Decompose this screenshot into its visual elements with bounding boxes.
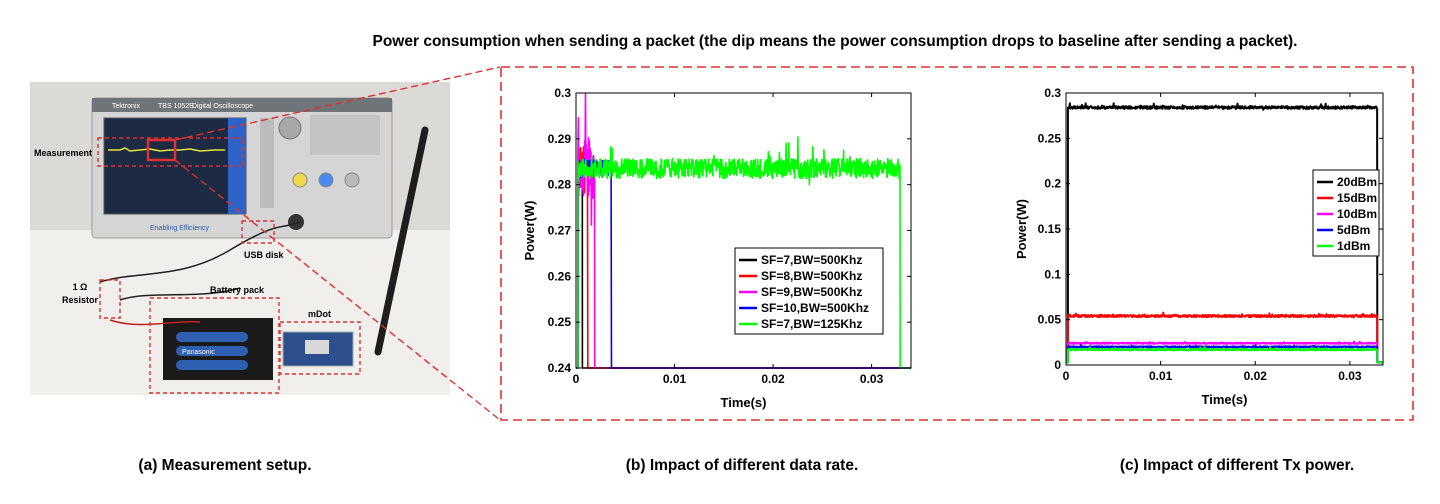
scope-probe-connector bbox=[288, 214, 304, 230]
y-tick-label: 0.1 bbox=[1044, 267, 1061, 281]
scope-button-column bbox=[260, 118, 274, 208]
caption-a: (a) Measurement setup. bbox=[138, 457, 311, 474]
legend-label: 20dBm bbox=[1337, 175, 1377, 189]
y-tick-label: 0.28 bbox=[548, 178, 572, 192]
zoom-connector-top bbox=[174, 66, 501, 141]
probe-wire bbox=[109, 319, 201, 326]
legend-label: 15dBm bbox=[1337, 191, 1377, 205]
scope-model: TBS 1052B bbox=[158, 103, 194, 110]
legend-label: 1dBm bbox=[1337, 239, 1370, 253]
legend-label: SF=8,BW=500Khz bbox=[761, 269, 862, 283]
series-line-1dBm bbox=[1066, 346, 1383, 364]
figure-title: Power consumption when sending a packet … bbox=[373, 33, 1298, 50]
x-axis-label: Time(s) bbox=[1202, 392, 1248, 407]
y-tick-label: 0.25 bbox=[548, 315, 572, 329]
x-axis-label: Time(s) bbox=[721, 395, 767, 410]
y-tick-label: 0.26 bbox=[548, 269, 572, 283]
y-axis-label: Power(W) bbox=[1014, 199, 1029, 259]
usb-disk-label: USB disk bbox=[244, 250, 285, 260]
scope-knob bbox=[278, 116, 302, 140]
chart-data-rate: 0 0.01 0.02 0.03 0.24 0.25 0.26 0.27 0.28 0.29 0.3… bbox=[522, 86, 912, 410]
series-line-SF=7,BW=125Khz bbox=[576, 136, 911, 369]
antenna bbox=[374, 126, 429, 356]
resistor-label: 1 Ω bbox=[73, 282, 88, 292]
x-tick-label: 0 bbox=[573, 372, 580, 386]
y-tick-label: 0.25 bbox=[1038, 131, 1062, 145]
legend-box bbox=[734, 247, 884, 335]
battery-brand: Panasonic bbox=[182, 349, 215, 356]
legend: 20dBm 15dBm 10dBm 5dBm 1dBm bbox=[1312, 169, 1380, 257]
legend-label: 10dBm bbox=[1337, 207, 1377, 221]
x-tick-label: 0.03 bbox=[1338, 369, 1362, 383]
zoom-connector-bottom bbox=[174, 159, 501, 421]
x-tick-label: 0.02 bbox=[1244, 369, 1268, 383]
legend-label: 5dBm bbox=[1337, 223, 1370, 237]
legend-label: SF=10,BW=500Khz bbox=[761, 301, 869, 315]
battery-cell bbox=[176, 360, 248, 370]
legend-label: SF=7,BW=500Khz bbox=[761, 253, 862, 267]
scope-slogan: Enabling Efficiency bbox=[150, 225, 210, 232]
legend-label: SF=9,BW=500Khz bbox=[761, 285, 862, 299]
y-tick-label: 0.24 bbox=[548, 361, 572, 375]
series-line-10dBm bbox=[1066, 340, 1383, 364]
oscilloscope-trace bbox=[108, 147, 225, 152]
mdot-board bbox=[282, 331, 354, 367]
x-tick-label: 0 bbox=[1063, 369, 1070, 383]
legend: SF=7,BW=500Khz SF=8,BW=500Khz SF=9,BW=500K… bbox=[734, 247, 884, 335]
measurement-label: Measurement bbox=[34, 148, 92, 158]
scope-button-grid bbox=[310, 115, 380, 155]
charts-frame bbox=[500, 66, 1414, 421]
scope-knob bbox=[318, 172, 334, 188]
battery-pack-label: Battery pack bbox=[210, 285, 265, 295]
x-tick-label: 0.01 bbox=[1149, 369, 1173, 383]
resistor-label: Resistor bbox=[62, 295, 99, 305]
y-axis-label: Power(W) bbox=[522, 201, 537, 261]
series-line-5dBm bbox=[1066, 344, 1383, 364]
y-tick-label: 0.27 bbox=[548, 224, 572, 238]
caption-c: (c) Impact of different Tx power. bbox=[1120, 457, 1354, 474]
series-line-SF=9,BW=500Khz bbox=[576, 92, 911, 369]
mdot-label: mDot bbox=[308, 309, 331, 319]
y-tick-label: 0 bbox=[1054, 358, 1061, 372]
probe-wire bbox=[119, 287, 241, 301]
mdot-box bbox=[279, 321, 361, 375]
battery-cell bbox=[176, 332, 248, 342]
y-tick-label: 0.3 bbox=[554, 86, 571, 100]
scope-knob bbox=[344, 172, 360, 188]
y-tick-label: 0.05 bbox=[1038, 313, 1062, 327]
zoom-box bbox=[146, 138, 177, 162]
probe-wire bbox=[99, 221, 301, 283]
series-line-15dBm bbox=[1066, 311, 1383, 364]
scope-brand: Tektronix bbox=[112, 103, 141, 110]
scope-knob bbox=[292, 172, 308, 188]
chart-tx-power: 0 0.01 0.02 0.03 0 0.05 0.1 0.15 0.2 0.25 0.3 Time(… bbox=[1014, 86, 1384, 407]
y-tick-label: 0.3 bbox=[1044, 86, 1061, 100]
y-tick-label: 0.15 bbox=[1038, 222, 1062, 236]
x-tick-label: 0.01 bbox=[663, 372, 687, 386]
usb-disk-box bbox=[241, 220, 275, 244]
legend-label: SF=7,BW=125Khz bbox=[761, 317, 862, 331]
mdot-chip bbox=[305, 340, 329, 354]
caption-b: (b) Impact of different data rate. bbox=[626, 457, 859, 474]
x-tick-label: 0.02 bbox=[761, 372, 785, 386]
battery-pack-box bbox=[149, 297, 280, 394]
measurement-box bbox=[97, 137, 244, 167]
series-line-20dBm bbox=[1066, 102, 1383, 364]
x-tick-label: 0.03 bbox=[860, 372, 884, 386]
battery-cell bbox=[176, 346, 248, 356]
y-tick-label: 0.2 bbox=[1044, 177, 1061, 191]
scope-type: Digital Oscilloscope bbox=[192, 103, 253, 110]
measurement-setup-photo: Tektronix TBS 1052B Digital Oscilloscope… bbox=[30, 82, 450, 395]
resistor-box bbox=[99, 279, 121, 319]
y-tick-label: 0.29 bbox=[548, 132, 572, 146]
